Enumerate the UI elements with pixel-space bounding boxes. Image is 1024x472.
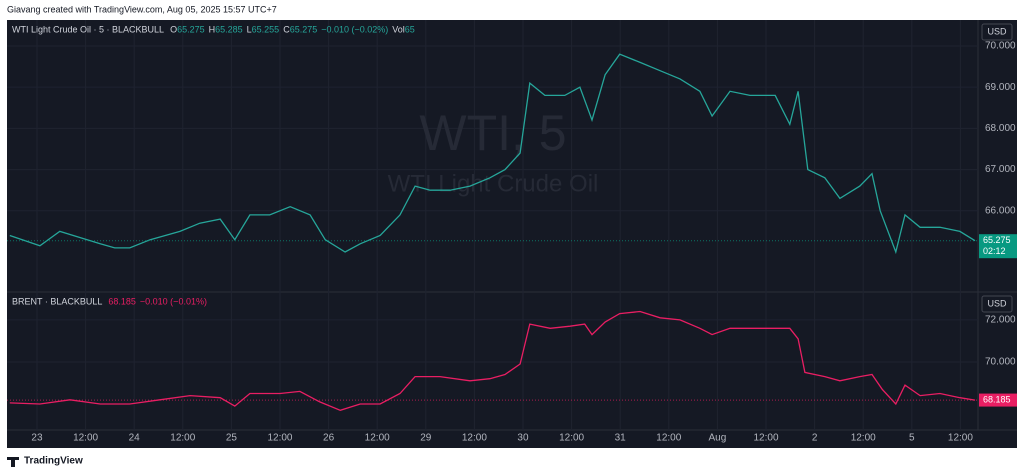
currency-box [981,295,1013,313]
currency: USD [987,298,1007,308]
ohlc-label: O [170,24,177,34]
countdown: 02:12 [983,246,1006,256]
legend-price: 68.185 [108,296,136,306]
x-tick-label: 12:00 [170,433,195,444]
x-tick-label: 24 [129,433,141,444]
ohlc-label: H [209,24,216,34]
currency: USD [987,26,1007,36]
ohlc-value: 65.275 [290,24,318,34]
volume-value: 65 [405,24,415,34]
x-tick-label: 25 [226,433,238,444]
x-tick-label: 5 [909,433,915,444]
x-tick-label: 12:00 [753,433,778,444]
legend-title: BRENT · BLACKBULL [12,296,102,306]
y-tick-label: 69.000 [985,82,1016,93]
footer: TradingView [24,456,83,467]
x-tick-label: 29 [420,433,432,444]
x-tick-label: 26 [323,433,335,444]
y-tick-label: 68.000 [985,123,1016,134]
legend-title: WTI Light Crude Oil · 5 · BLACKBULL [12,24,164,34]
x-tick-label: 12:00 [365,433,390,444]
y-tick-label: 67.000 [985,164,1016,175]
x-tick-label: 30 [517,433,529,444]
currency-box [981,23,1013,41]
ohlc-label: C [283,24,290,34]
price-line [9,310,976,411]
logo [7,457,19,467]
price-tag [979,393,1017,407]
y-tick-label: 70.000 [985,41,1016,52]
x-tick-label: 12:00 [73,433,98,444]
x-tick-label: 12:00 [948,433,973,444]
legend-change: −0.010 (−0.02%) [321,24,388,34]
price-tag [979,234,1017,259]
y-tick-label: 72.000 [985,315,1016,326]
chart-background [7,20,1017,448]
x-tick-label: 12:00 [267,433,292,444]
x-tick-label: 12:00 [559,433,584,444]
x-tick-label: 12:00 [462,433,487,444]
ohlc-value: 65.285 [215,24,243,34]
x-tick-label: 12:00 [851,433,876,444]
ohlc-label: L [247,24,252,34]
x-tick-label: 12:00 [656,433,681,444]
watermark: WTI, 5 [419,105,566,161]
ohlc-value: 65.275 [177,24,205,34]
volume-label: Vol [392,24,405,34]
price-tag-label: 65.275 [983,235,1011,245]
watermark-subtitle: WTI Light Crude Oil [388,170,599,197]
x-tick-label: Aug [709,433,727,444]
header: Giavang created with TradingView.com, Au… [7,4,277,14]
price-tag-label: 68.185 [983,394,1011,404]
price-line [9,53,976,255]
y-tick-label: 66.000 [985,205,1016,216]
y-tick-label: 70.000 [985,357,1016,368]
x-tick-label: 31 [615,433,627,444]
x-tick-label: 23 [31,433,43,444]
legend-change: −0.010 (−0.01%) [140,296,207,306]
ohlc-value: 65.255 [252,24,280,34]
x-tick-label: 2 [812,433,818,444]
